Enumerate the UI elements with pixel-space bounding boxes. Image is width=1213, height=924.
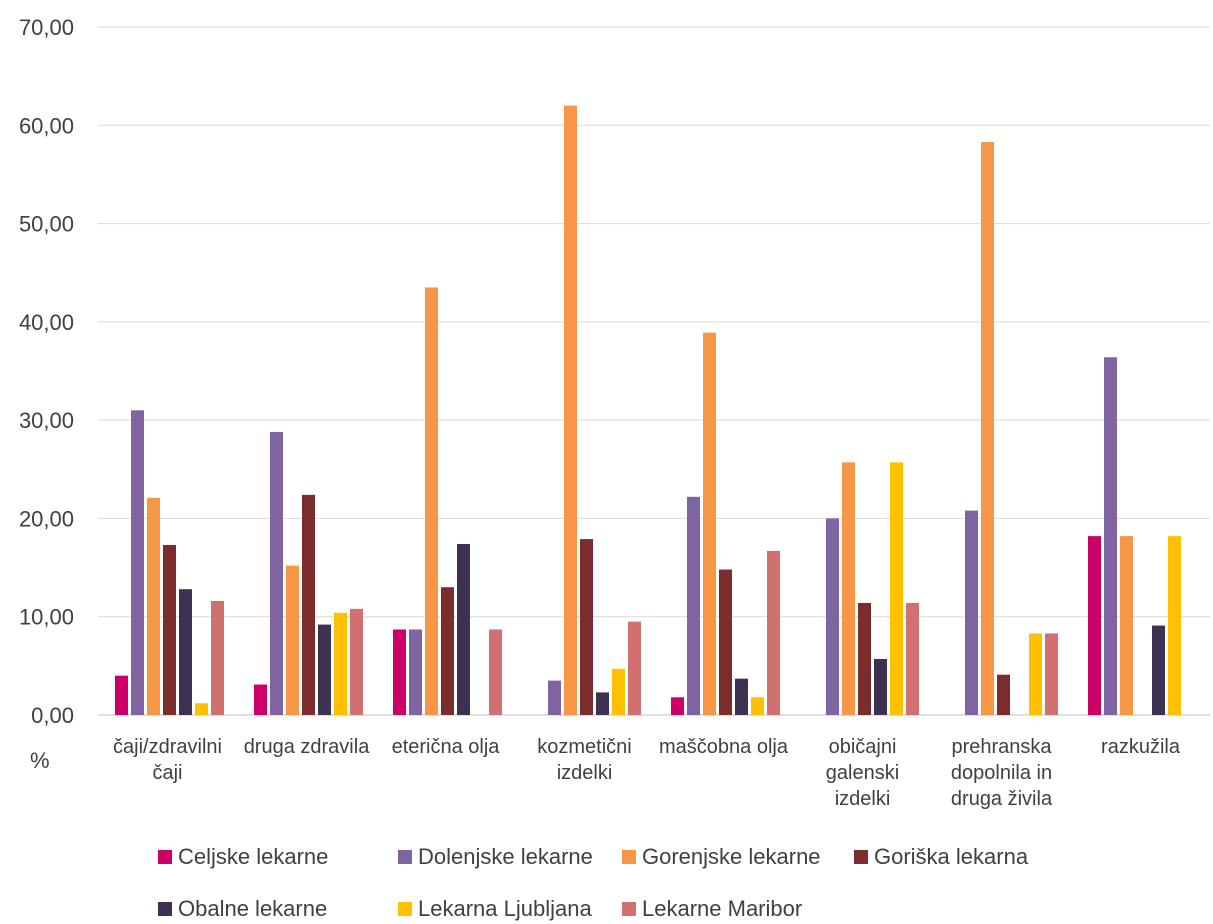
legend-swatch	[398, 902, 412, 916]
bar	[751, 697, 764, 715]
y-tick-label: 0,00	[31, 703, 74, 728]
y-tick-label: 70,00	[19, 15, 74, 40]
legend-swatch	[158, 902, 172, 916]
bar	[163, 544, 176, 715]
bar	[270, 431, 283, 715]
legend-label: Celjske lekarne	[178, 844, 329, 869]
legend-swatch	[854, 850, 868, 864]
x-tick-label: kozmetični izdelki	[537, 736, 631, 784]
x-tick-label: druga zdravila	[244, 736, 371, 758]
bar	[687, 496, 700, 715]
x-axis-category-labels: čaji/zdravilni čaji druga zdravila eterična…	[113, 736, 1181, 810]
bar	[1168, 536, 1181, 715]
bars	[115, 105, 1181, 716]
legend-item: Lekarna Ljubljana	[398, 894, 592, 924]
x-tick-label: čaji/zdravilni čaji	[113, 736, 222, 784]
bar	[842, 462, 855, 715]
legend-item: Goriška lekarna	[854, 842, 1028, 872]
x-tick-label: običajni galenski izdelki	[826, 736, 899, 810]
legend-swatch	[158, 850, 172, 864]
y-tick-label: 20,00	[19, 506, 74, 531]
y-tick-label: 10,00	[19, 605, 74, 630]
bar	[254, 684, 267, 715]
bar	[1088, 536, 1101, 715]
bar	[703, 332, 716, 715]
bar	[826, 518, 839, 715]
bar	[131, 410, 144, 715]
legend-label: Goriška lekarna	[874, 844, 1029, 869]
bar	[147, 497, 160, 715]
x-tick-label: eterična olja	[392, 736, 501, 758]
bar	[548, 680, 561, 715]
x-tick-label: prehranska dopolnila in druga živila	[951, 736, 1053, 810]
bar	[425, 287, 438, 715]
y-tick-label: 50,00	[19, 212, 74, 237]
bar	[211, 600, 224, 715]
bar	[350, 608, 363, 715]
legend-label: Lekarna Ljubljana	[418, 896, 592, 921]
legend-item: Obalne lekarne	[158, 894, 327, 924]
x-tick-label: maščobna olja	[659, 736, 789, 758]
bar	[874, 658, 887, 715]
bar	[1152, 625, 1165, 715]
bar	[441, 587, 454, 715]
gridlines	[98, 26, 1210, 716]
legend-label: Obalne lekarne	[178, 896, 328, 921]
bar-chart: 0,0010,0020,0030,0040,0050,0060,0070,00 …	[19, 15, 1210, 810]
legend-item: Celjske lekarne	[158, 842, 328, 872]
legend-swatch	[622, 902, 636, 916]
y-tick-label: 30,00	[19, 408, 74, 433]
bar	[564, 105, 577, 716]
bar	[179, 589, 192, 715]
legend-label: Dolenjske lekarne	[418, 844, 593, 869]
bar	[318, 624, 331, 715]
bar	[286, 565, 299, 715]
x-tick-label: razkužila	[1101, 736, 1181, 758]
bar	[334, 612, 347, 715]
legend-item: Lekarne Maribor	[622, 894, 802, 924]
bar	[596, 692, 609, 715]
y-axis-label: %	[30, 748, 50, 773]
legend-item: Gorenjske lekarne	[622, 842, 821, 872]
bar	[965, 510, 978, 715]
y-tick-label: 60,00	[19, 113, 74, 138]
bar	[890, 462, 903, 715]
bar	[767, 550, 780, 715]
bar	[997, 674, 1010, 715]
bar	[115, 675, 128, 715]
bar	[409, 629, 422, 715]
bar	[580, 539, 593, 715]
bar	[628, 621, 641, 715]
bar	[1045, 633, 1058, 715]
legend-swatch	[398, 850, 412, 864]
y-axis-tick-labels: 0,00 10,00 20,00 30,00 40,00 50,00 60,00 70,00	[19, 15, 74, 728]
bar	[858, 602, 871, 715]
bar	[1120, 536, 1133, 715]
bar	[393, 629, 406, 715]
bar	[457, 543, 470, 715]
bar	[719, 569, 732, 715]
bar	[1104, 357, 1117, 715]
legend-label: Gorenjske lekarne	[642, 844, 821, 869]
bar	[195, 703, 208, 715]
y-tick-label: 40,00	[19, 310, 74, 335]
bar	[735, 678, 748, 715]
bar	[489, 629, 502, 715]
bar	[671, 697, 684, 715]
bar	[906, 602, 919, 715]
bar	[612, 668, 625, 715]
bar	[981, 141, 994, 716]
legend-swatch	[622, 850, 636, 864]
bar	[302, 494, 315, 715]
legend-label: Lekarne Maribor	[642, 896, 803, 921]
legend-item: Dolenjske lekarne	[398, 842, 593, 872]
bar	[1029, 633, 1042, 715]
